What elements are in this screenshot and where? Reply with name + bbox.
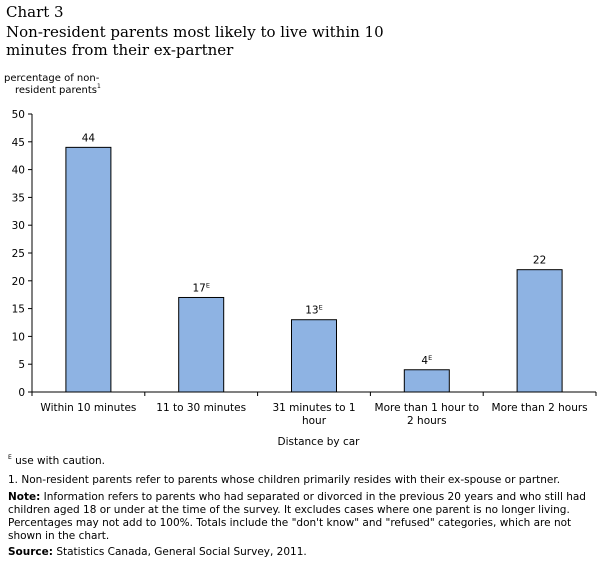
y-axis-title-line2-text: resident parents: [15, 85, 97, 96]
y-axis-title-line1: percentage of non-: [4, 73, 100, 84]
quality-flag: E: [319, 304, 323, 312]
quality-flag: E: [206, 281, 210, 289]
data-label: 13E: [305, 304, 322, 317]
chart-title: Non-resident parents most likely to live…: [6, 23, 384, 59]
bar: [403, 369, 450, 393]
footnote-1: 1. Non-resident parents refer to parents…: [8, 474, 561, 486]
x-tick-label: Within 10 minutes: [40, 402, 136, 414]
bar-chart: 0 5 10 15 20 25 30 35 40 45 50 44 Within 10 minutes 1…: [12, 109, 597, 427]
y-tick-label: 35: [12, 192, 25, 204]
y-axis-footnote-marker: 1: [96, 83, 101, 90]
y-tick-label: 50: [12, 109, 25, 121]
bar: [65, 146, 112, 393]
y-axis-title-line2: resident parents1: [4, 83, 124, 97]
y-axis-title: percentage of non- resident parents1: [4, 73, 124, 97]
source-label: Source:: [8, 546, 53, 558]
caution-text: use with caution.: [11, 455, 105, 467]
y-tick-label: 45: [12, 137, 25, 149]
data-label: 22: [533, 255, 546, 267]
source-text: Statistics Canada, General Social Survey…: [52, 546, 307, 558]
x-tick-label: More than 1 hour to: [375, 402, 480, 414]
footnote-caution: E use with caution.: [8, 455, 598, 468]
y-tick-label: 5: [18, 359, 25, 371]
quality-flag: E: [428, 354, 432, 362]
x-tick-label: hour: [302, 415, 327, 427]
y-tick-label: 30: [12, 220, 25, 232]
y-tick-label: 10: [12, 331, 25, 343]
x-tick-label: 31 minutes to 1: [272, 402, 355, 414]
y-tick-label: 25: [12, 248, 25, 260]
footnote-source: Source: Statistics Canada, General Socia…: [8, 546, 598, 559]
y-tick-label: 40: [12, 165, 25, 177]
footnote-note: Note: Information refers to parents who …: [8, 491, 598, 543]
note-text: Information refers to parents who had se…: [8, 491, 586, 542]
x-tick-label: 11 to 30 minutes: [156, 402, 246, 414]
x-tick-label: 2 hours: [407, 415, 447, 427]
data-label: 44: [82, 132, 96, 144]
y-tick-label: 20: [12, 276, 25, 288]
caution-symbol: E: [8, 454, 12, 461]
data-label: 17E: [192, 281, 209, 294]
bar: [516, 269, 563, 393]
chart-number: Chart 3: [6, 3, 64, 21]
x-axis-title: Distance by car: [277, 436, 360, 448]
x-tick-label: More than 2 hours: [492, 402, 588, 414]
note-label: Note:: [8, 491, 41, 503]
y-tick-label: 0: [18, 387, 25, 399]
bar: [291, 319, 337, 393]
bar: [178, 296, 225, 393]
y-tick-label: 15: [12, 304, 25, 316]
data-label: 4E: [421, 354, 432, 367]
